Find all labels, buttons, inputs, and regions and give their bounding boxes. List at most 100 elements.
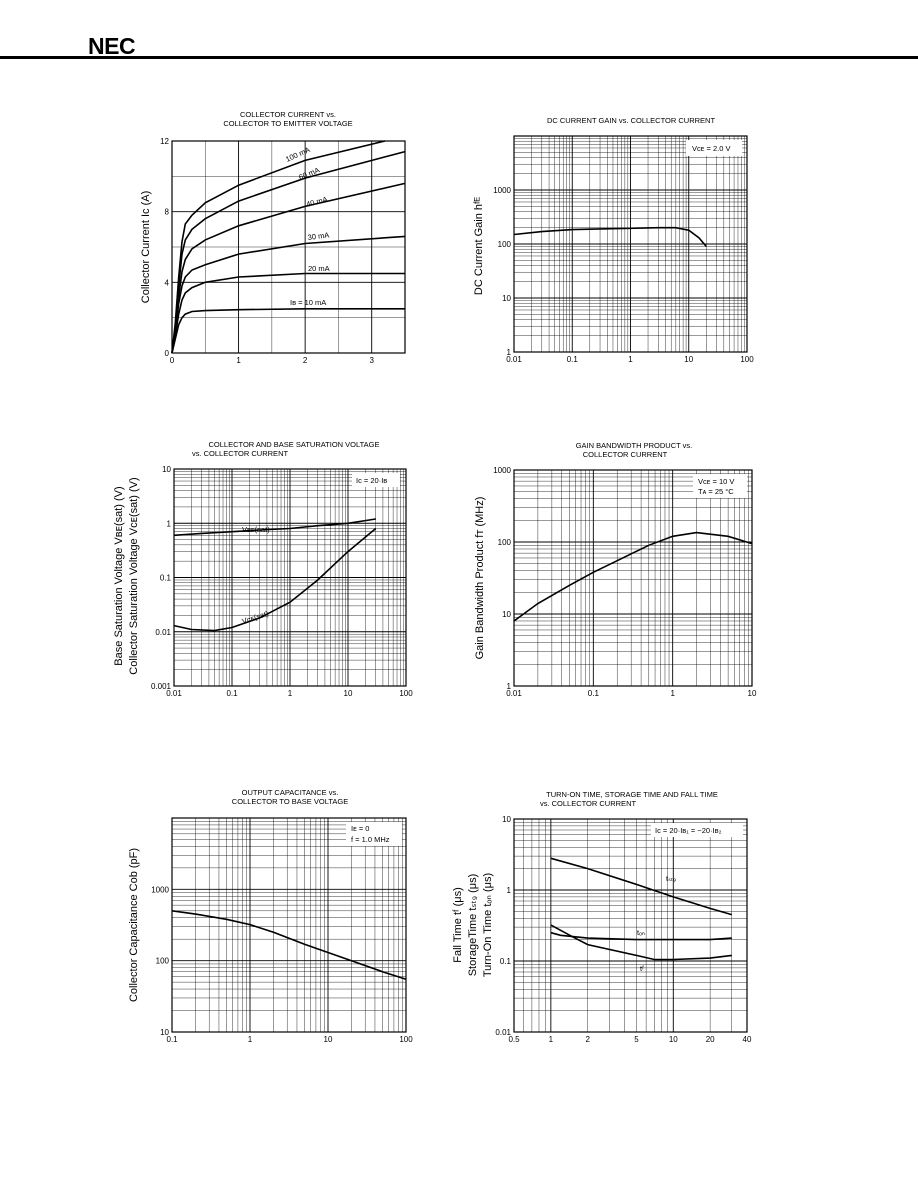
c3-series-line-1 bbox=[173, 527, 377, 632]
c2-series-line-0 bbox=[513, 226, 707, 248]
chart-dc-current-gain: DC CURRENT GAIN vs. COLLECTOR CURRENT 0.… bbox=[473, 116, 754, 364]
chart5-legend-box bbox=[346, 822, 402, 846]
chart-output-capacitance: OUTPUT CAPACITANCE vs. COLLECTOR TO BASE… bbox=[128, 788, 413, 1044]
x-tick-label: 10 bbox=[324, 1035, 333, 1044]
y-tick-label: 1 bbox=[167, 519, 172, 528]
chart6-label-tf: tᶠ bbox=[640, 964, 644, 973]
chart6-y-axis-label-storage: StorageTime tₛₜ₉ (μs) bbox=[467, 874, 479, 977]
c1-series-line-0 bbox=[171, 308, 405, 354]
nec-logo: NEC bbox=[88, 33, 136, 59]
x-tick-label: 0 bbox=[170, 356, 175, 365]
y-tick-label: 100 bbox=[156, 957, 170, 966]
chart1-label-30ma: 30 mA bbox=[307, 230, 330, 242]
chart2-condition-vce: Vᴄᴇ = 2.0 V bbox=[692, 144, 731, 153]
x-tick-label: 3 bbox=[369, 356, 374, 365]
chart4-plot-frame bbox=[513, 469, 753, 687]
chart5-title-line1: OUTPUT CAPACITANCE vs. bbox=[242, 788, 339, 797]
chart4-condition-vce: Vᴄᴇ = 10 V bbox=[698, 477, 734, 486]
y-tick-label: 8 bbox=[165, 208, 170, 217]
y-tick-label: 1 bbox=[507, 348, 512, 357]
chart1-label-20ma: 20 mA bbox=[308, 264, 330, 273]
c3-gridlines bbox=[173, 468, 407, 687]
c6-series-line-0 bbox=[550, 857, 732, 916]
chart3-title-line2: vs. COLLECTOR CURRENT bbox=[192, 449, 289, 458]
chart3-legend-box bbox=[352, 473, 400, 487]
c1-series-line-3 bbox=[171, 182, 406, 354]
x-tick-label: 100 bbox=[740, 355, 754, 364]
y-tick-label: 100 bbox=[498, 538, 512, 547]
chart1-title-line2: COLLECTOR TO EMITTER VOLTAGE bbox=[223, 119, 352, 128]
y-tick-label: 0.001 bbox=[151, 682, 172, 691]
y-tick-label: 10 bbox=[502, 610, 511, 619]
chart4-title-line2: COLLECTOR CURRENT bbox=[583, 450, 668, 459]
x-tick-label: 10 bbox=[684, 355, 693, 364]
chart6-title-line2: vs. COLLECTOR CURRENT bbox=[540, 799, 637, 808]
chart1-label-10ma: Iʙ = 10 mA bbox=[290, 298, 326, 307]
c6-gridlines bbox=[513, 818, 748, 1033]
y-tick-label: 10 bbox=[502, 294, 511, 303]
x-tick-label: 1 bbox=[670, 689, 675, 698]
x-tick-label: 1 bbox=[549, 1035, 554, 1044]
c1-series-line-1 bbox=[171, 272, 405, 354]
chart3-y-axis-label-base: Base Saturation Voltage Vʙᴇ(sat) (V) bbox=[113, 486, 125, 665]
chart3-label-vbesat: Vʙᴇ(sat) bbox=[242, 525, 270, 534]
chart3-label-vcesat: Vᴄᴇ(sat) bbox=[241, 609, 270, 626]
y-tick-label: 1 bbox=[507, 682, 512, 691]
chart6-legend-box bbox=[651, 823, 743, 837]
x-tick-label: 0.1 bbox=[226, 689, 238, 698]
chart6-label-ton: tₒₙ bbox=[637, 928, 645, 937]
c4-gridlines bbox=[513, 469, 753, 687]
chart6-title-line1: TURN-ON TIME, STORAGE TIME AND FALL TIME bbox=[546, 790, 718, 799]
chart2-y-axis-label: DC Current Gain hᶠᴱ bbox=[473, 196, 485, 295]
x-tick-label: 0.01 bbox=[506, 689, 522, 698]
chart-saturation-voltage: COLLECTOR AND BASE SATURATION VOLTAGE vs… bbox=[113, 440, 413, 698]
chart-collector-current-vs-ce-voltage: COLLECTOR CURRENT vs. COLLECTOR TO EMITT… bbox=[140, 110, 406, 365]
chart4-title-line1: GAIN BANDWIDTH PRODUCT vs. bbox=[576, 441, 693, 450]
x-tick-label: 10 bbox=[344, 689, 353, 698]
x-tick-label: 0.1 bbox=[588, 689, 600, 698]
y-tick-label: 1000 bbox=[151, 885, 169, 894]
y-tick-label: 0.01 bbox=[495, 1028, 511, 1037]
chart3-title-line1: COLLECTOR AND BASE SATURATION VOLTAGE bbox=[208, 440, 379, 449]
chart1-label-40ma: 40 mA bbox=[305, 195, 328, 209]
chart4-condition-ta: Tᴀ = 25 °C bbox=[698, 487, 734, 496]
x-tick-label: 1 bbox=[236, 356, 241, 365]
c2-gridlines bbox=[513, 135, 748, 353]
y-tick-label: 10 bbox=[502, 815, 511, 824]
y-tick-label: 1000 bbox=[493, 466, 511, 475]
y-tick-label: 4 bbox=[165, 278, 170, 287]
y-tick-label: 10 bbox=[160, 1028, 169, 1037]
x-tick-label: 1 bbox=[248, 1035, 253, 1044]
chart3-y-axis-label-collector: Collector Saturation Voltage Vᴄᴇ(sat) (V… bbox=[128, 477, 140, 674]
chart1-plot-frame bbox=[171, 140, 406, 354]
chart5-condition-f: f = 1.0 MHz bbox=[351, 835, 390, 844]
chart3-condition: Ic = 20·Iʙ bbox=[356, 476, 387, 485]
y-tick-label: 0.1 bbox=[160, 574, 172, 583]
chart5-y-axis-label: Collector Capacitance Cob (pF) bbox=[128, 848, 140, 1002]
x-tick-label: 0.01 bbox=[506, 355, 522, 364]
chart4-y-axis-label: Gain Bandwidth Product fᴛ (MHz) bbox=[474, 497, 486, 660]
c1-series-line-5 bbox=[171, 140, 386, 354]
y-tick-label: 0 bbox=[165, 349, 170, 358]
chart2-legend-box bbox=[686, 140, 742, 156]
c3-series-line-0 bbox=[173, 518, 376, 537]
c1-series-line-4 bbox=[171, 150, 406, 354]
chart5-plot-frame bbox=[171, 817, 407, 1033]
y-tick-label: 10 bbox=[162, 465, 171, 474]
chart5-title-line2: COLLECTOR TO BASE VOLTAGE bbox=[232, 797, 348, 806]
c1-gridlines bbox=[171, 140, 406, 354]
y-tick-label: 1 bbox=[507, 886, 512, 895]
header-rule bbox=[0, 56, 918, 59]
chart4-legend-box bbox=[693, 474, 747, 498]
x-tick-label: 0.5 bbox=[508, 1035, 520, 1044]
chart6-condition: Ic = 20·Iʙ₁ = −20·Iʙ₂ bbox=[655, 826, 722, 835]
chart-switching-times: TURN-ON TIME, STORAGE TIME AND FALL TIME… bbox=[452, 790, 752, 1044]
c1-series-line-2 bbox=[171, 235, 406, 354]
y-tick-label: 12 bbox=[160, 137, 169, 146]
x-tick-label: 0.01 bbox=[166, 689, 182, 698]
chart2-plot-frame bbox=[513, 135, 748, 353]
x-tick-label: 1 bbox=[288, 689, 293, 698]
x-tick-label: 2 bbox=[303, 356, 308, 365]
c4-series-line-0 bbox=[513, 531, 753, 622]
